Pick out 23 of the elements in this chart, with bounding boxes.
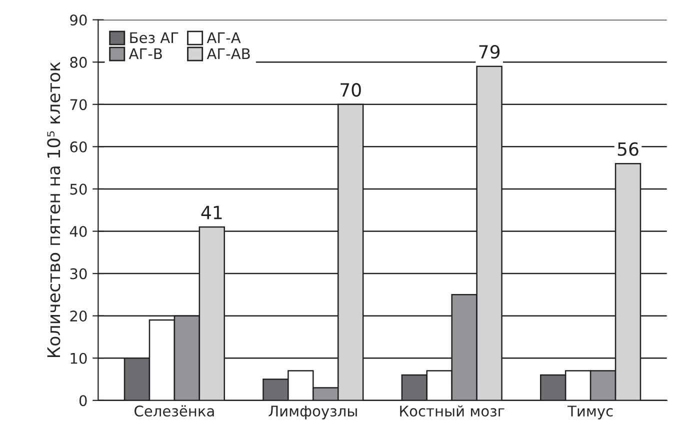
y-tick-label: 0 — [79, 395, 87, 406]
data-label: 56 — [618, 142, 638, 156]
y-tick-label: 90 — [70, 14, 87, 26]
x-tick-label: Тимус — [568, 406, 613, 420]
legend-label: АГ-В — [128, 48, 162, 59]
y-tick-label: 50 — [70, 184, 87, 195]
y-tick-label: 30 — [70, 268, 87, 280]
y-tick-label: 40 — [70, 226, 87, 237]
data-label: 70 — [340, 83, 361, 97]
x-tick-label: Селезёнка — [134, 405, 214, 417]
y-tick-label: 70 — [70, 99, 87, 110]
data-label: 41 — [201, 206, 222, 220]
data-label: 79 — [479, 44, 500, 59]
legend-label: Без АГ — [130, 32, 178, 44]
y-axis-title: Количество пятен на 10⁵ клеток — [47, 62, 60, 358]
x-tick-label: Костный мозг — [400, 405, 504, 417]
legend-label: АГ-А — [206, 32, 241, 43]
y-tick-label: 10 — [70, 352, 87, 364]
y-tick-label: 60 — [70, 141, 87, 152]
legend-label: АГ-АВ — [206, 48, 250, 59]
y-tick-label: 80 — [70, 56, 87, 68]
x-tick-label: Лимфоузлы — [268, 406, 357, 420]
y-tick-label: 20 — [70, 310, 87, 322]
